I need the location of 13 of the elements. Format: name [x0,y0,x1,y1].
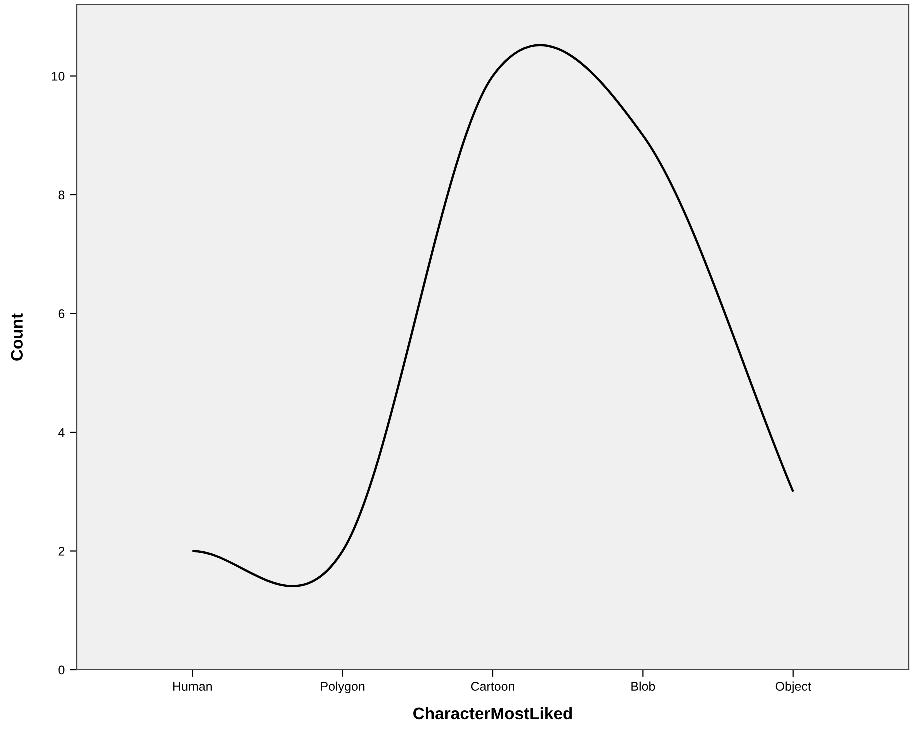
y-tick-label: 0 [58,666,65,675]
y-tick-label: 4 [58,428,65,438]
y-tick-label: 8 [58,190,65,200]
x-tick-label: Object [776,682,812,694]
y-axis-title: Count [11,314,23,361]
x-axis-title: CharacterMostLiked [414,707,572,720]
y-tick-label: 2 [58,547,65,556]
y-tick-label: 6 [58,310,65,318]
x-tick-label: Blob [632,682,656,691]
x-tick-label: Polygon [321,682,365,694]
x-tick-label: Cartoon [471,682,514,691]
y-tick-label: 10 [52,72,65,81]
x-tick-label: Human [174,682,212,691]
